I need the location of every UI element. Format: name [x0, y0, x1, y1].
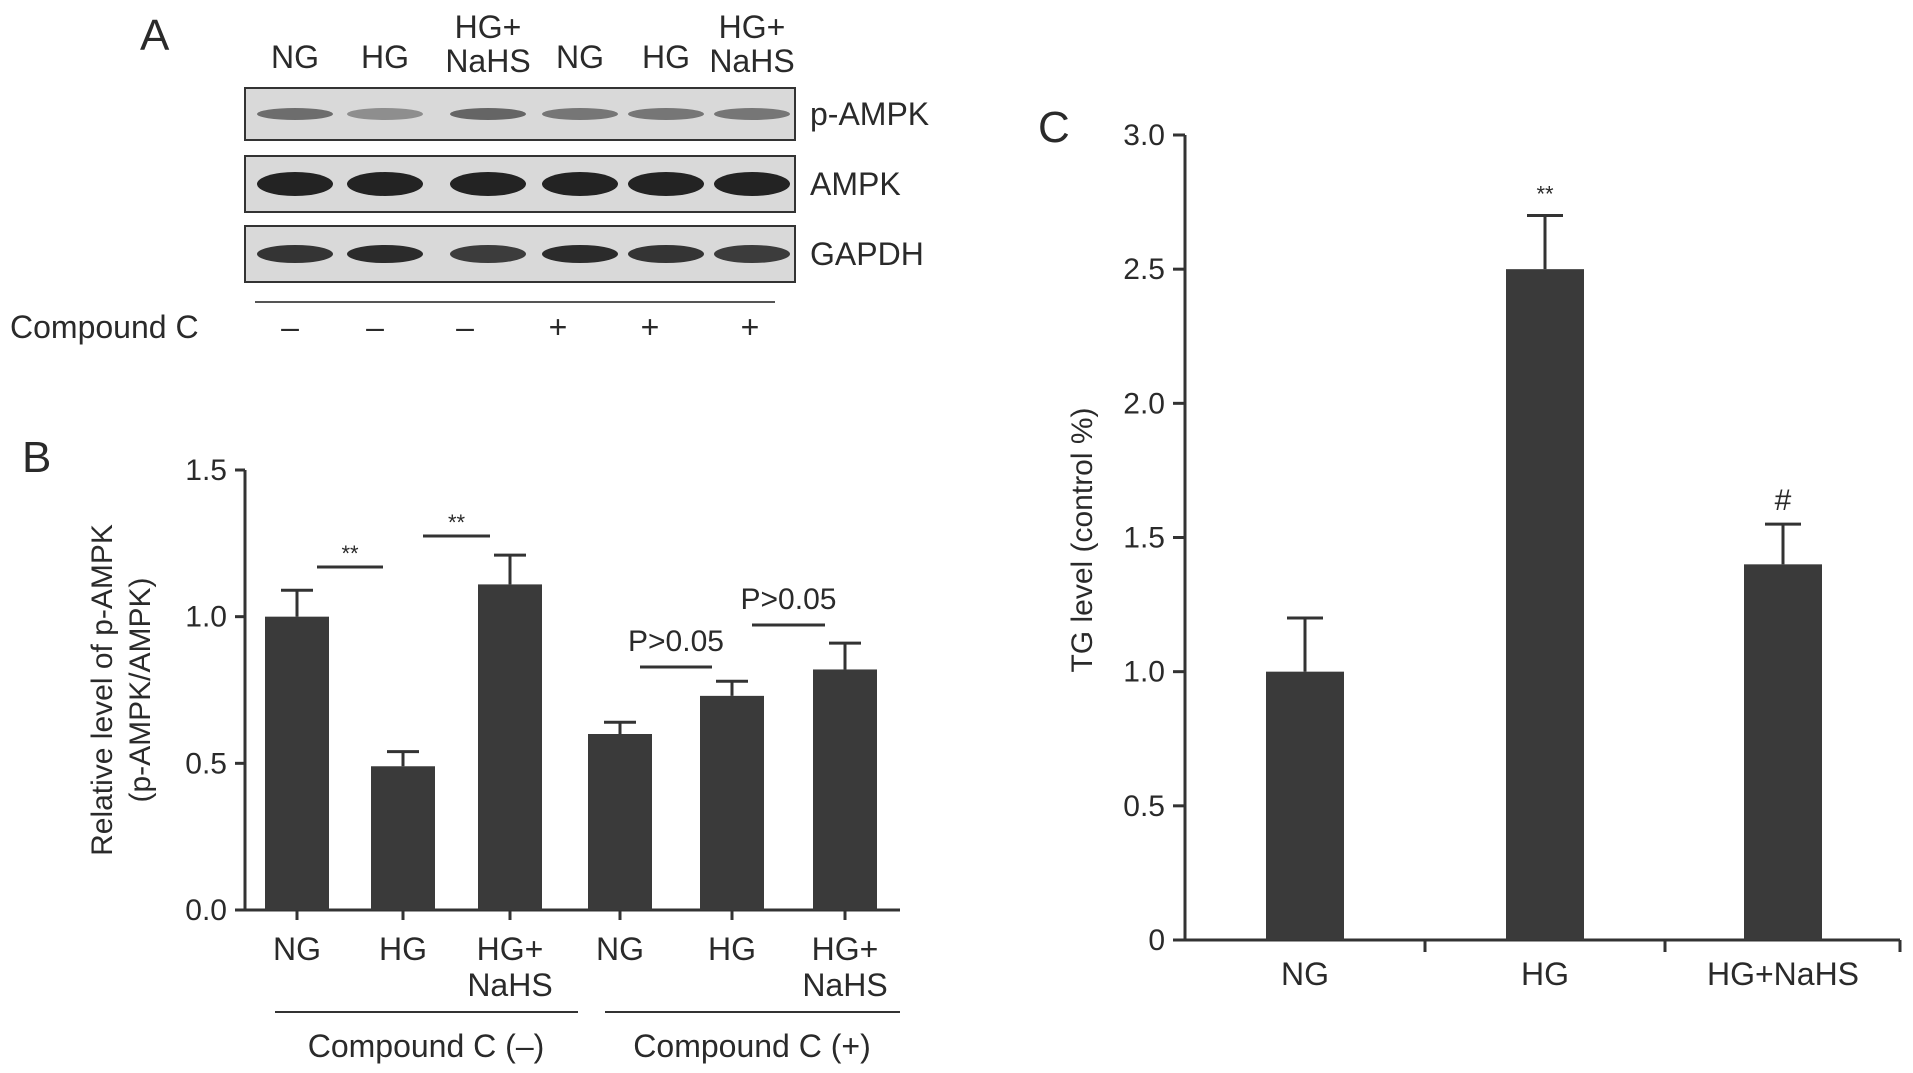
treatment-mark: – — [456, 309, 474, 345]
treatment-mark: + — [641, 309, 660, 345]
category-label-bottom: NaHS — [802, 967, 887, 1003]
blot-band — [542, 172, 618, 196]
category-label: NG — [1281, 956, 1329, 992]
group-label-1: Compound C (–) — [308, 1028, 545, 1064]
blot-band — [628, 245, 704, 263]
panel-c: C 0 0.5 1.0 1.5 2.0 2.5 3.0 TG level (control %… — [1038, 103, 1902, 992]
group-label-2: Compound C (+) — [633, 1028, 870, 1064]
y-axis-label: TG level (control %) — [1066, 407, 1099, 672]
category-label: HG+NaHS — [1707, 956, 1859, 992]
western-blots: p-AMPK AMPK GAPDH — [244, 87, 929, 283]
lane-label: NG — [271, 39, 319, 75]
y-tick-label: 0.5 — [185, 747, 227, 780]
y-tick-label: 1.0 — [1123, 656, 1165, 689]
category-label: HG — [1521, 956, 1569, 992]
panel-letter-b: B — [22, 433, 51, 482]
treatment-label: Compound C — [10, 309, 199, 345]
comparison-label: ** — [448, 510, 466, 535]
comparison-label: ** — [341, 541, 359, 566]
chart-b: 0.0 0.5 1.0 1.5 Relative level of p-AMPK (p-A… — [86, 454, 900, 1003]
category-label-top: HG+ — [477, 931, 544, 967]
y-tick-label: 2.5 — [1123, 253, 1165, 286]
bar — [265, 616, 329, 910]
lane-label-top: HG+ — [455, 9, 522, 45]
treatment-mark: – — [366, 309, 384, 345]
blot-band — [450, 245, 526, 263]
blot-band — [714, 108, 790, 120]
y-axis-label-line1: Relative level of p-AMPK — [86, 524, 119, 856]
panel-letter-c: C — [1038, 103, 1070, 152]
significance-mark: ** — [1536, 182, 1554, 207]
bar — [371, 766, 435, 910]
category-label: HG — [708, 931, 756, 967]
treatment-mark: + — [741, 309, 760, 345]
lane-label: HG — [361, 39, 409, 75]
lane-label-bottom: NaHS — [709, 43, 794, 79]
blot-band — [714, 172, 790, 196]
blot-band — [347, 108, 423, 120]
blot-2: GAPDH — [244, 225, 924, 283]
y-tick-label: 1.0 — [185, 601, 227, 634]
bar — [1266, 671, 1344, 940]
blot-0: p-AMPK — [244, 87, 929, 141]
blot-band — [450, 172, 526, 196]
y-tick-label: 1.5 — [185, 454, 227, 487]
bar — [813, 669, 877, 910]
category-label: NG — [273, 931, 321, 967]
y-tick-label: 0.0 — [185, 894, 227, 927]
comparison-label: P>0.05 — [628, 625, 724, 658]
treatment-mark: + — [549, 309, 568, 345]
bar — [700, 695, 764, 910]
blot-1: AMPK — [244, 155, 901, 213]
significance-mark: # — [1775, 484, 1792, 517]
lane-label-bottom: NaHS — [445, 43, 530, 79]
lane-label: NG — [556, 39, 604, 75]
lane-label-top: HG+ — [719, 9, 786, 45]
blot-band — [257, 108, 333, 120]
blot-band — [347, 245, 423, 263]
treatment-mark: – — [281, 309, 299, 345]
blot-label: p-AMPK — [810, 96, 929, 132]
chart-c: 0 0.5 1.0 1.5 2.0 2.5 3.0 TG level (control %) N… — [1066, 119, 1902, 992]
blot-band — [257, 245, 333, 263]
y-axis-label-line2: (p-AMPK/AMPK) — [124, 577, 157, 802]
category-label: HG — [379, 931, 427, 967]
blot-band — [628, 172, 704, 196]
category-label: NG — [596, 931, 644, 967]
bar — [478, 584, 542, 910]
blot-band — [257, 172, 333, 196]
treatment-marks: – – – + + + — [281, 309, 759, 345]
category-label-bottom: NaHS — [467, 967, 552, 1003]
category-label-top: HG+ — [812, 931, 879, 967]
y-tick-label: 1.5 — [1123, 522, 1165, 555]
bar — [1744, 564, 1822, 940]
panel-b: B 0.0 0.5 1.0 1.5 Relative level of p-AMPK (p… — [22, 433, 900, 1064]
blot-band — [347, 172, 423, 196]
blot-band — [450, 108, 526, 120]
blot-label: GAPDH — [810, 236, 924, 272]
blot-band — [542, 245, 618, 263]
y-tick-label: 2.0 — [1123, 387, 1165, 420]
y-tick-label: 0 — [1148, 924, 1165, 957]
blot-band — [542, 108, 618, 120]
bar — [1506, 269, 1584, 941]
lane-label: HG — [642, 39, 690, 75]
panel-letter-a: A — [140, 11, 170, 60]
comparison-label: P>0.05 — [741, 583, 837, 616]
blot-band — [628, 108, 704, 120]
bar — [588, 734, 652, 910]
y-tick-label: 3.0 — [1123, 119, 1165, 152]
blot-band — [714, 245, 790, 263]
blot-label: AMPK — [810, 166, 901, 202]
y-tick-label: 0.5 — [1123, 790, 1165, 823]
